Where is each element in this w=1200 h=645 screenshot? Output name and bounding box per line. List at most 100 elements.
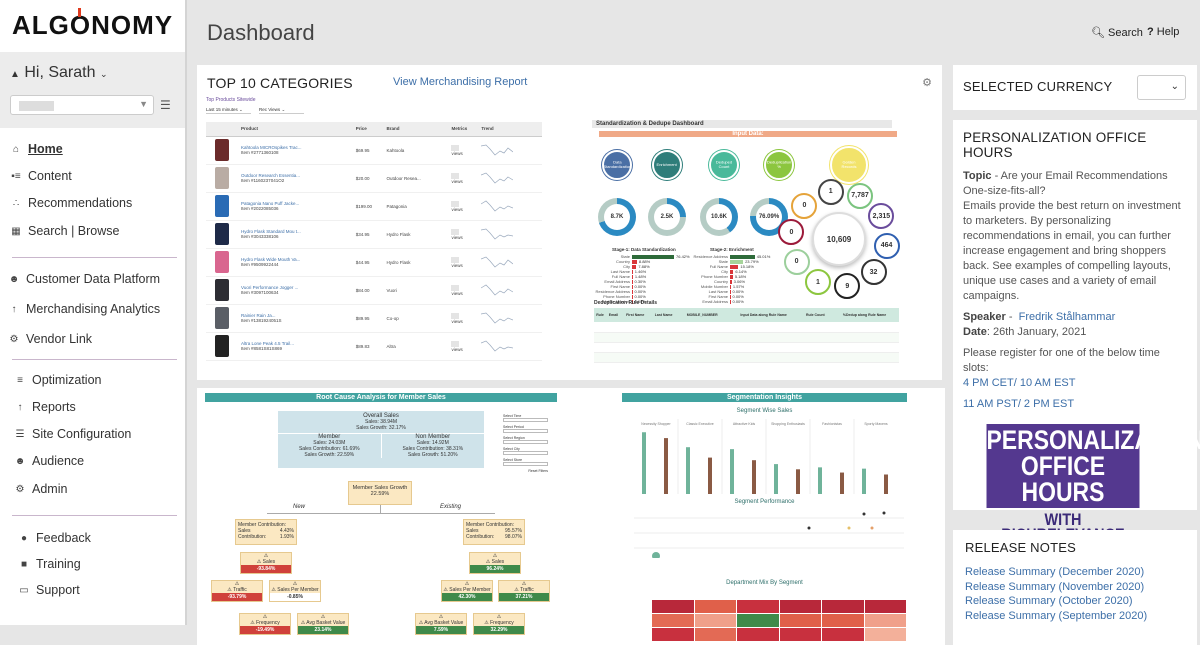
currency-card: SELECTED CURRENCY ⌄ (953, 65, 1197, 110)
trend-sparkline (481, 284, 514, 295)
help-link[interactable]: ? Help (1147, 26, 1180, 38)
stage-bar: Full Name 1.48% (611, 274, 647, 279)
hub-node: 9 (834, 273, 861, 300)
heatmap-cell (779, 628, 821, 641)
metric-unit: views (451, 234, 463, 240)
speaker-link[interactable]: Fredrik Stålhammar (1018, 311, 1116, 323)
sitemap-icon: ∴ (12, 197, 20, 209)
filter-label: Select Store (503, 458, 523, 462)
filter-select[interactable] (503, 418, 548, 422)
topic: Topic - Are your Email Recommendations O… (963, 170, 1168, 197)
brand: Altra (386, 332, 452, 361)
product-link[interactable]: Altra Lone Peak 4.5 Trail... (241, 341, 295, 346)
sales-bar (796, 469, 800, 494)
sidebar-item-recommendations[interactable]: ∴ Recommendations (10, 196, 132, 210)
rules-col: Input Data along Rule Name (740, 313, 787, 317)
sales-bar (730, 449, 734, 494)
sidebar-item-search-browse[interactable]: ▦ Search | Browse (10, 224, 119, 238)
sales-bar (664, 438, 668, 494)
point-sporty-mavens (847, 526, 851, 530)
sidebar-item-site-configuration[interactable]: ☰ Site Configuration (14, 427, 132, 441)
gear-icon[interactable]: ⚙ (922, 77, 932, 89)
product-link[interactable]: Hydro Flask Standard Mou t... (241, 229, 301, 234)
home-icon: ⌂ (12, 143, 20, 155)
slot-link-1[interactable]: 4 PM CET/ 10 AM EST (963, 377, 1076, 389)
sidebar-item-reports[interactable]: ↑ Reports (14, 400, 76, 414)
filter-select[interactable] (503, 451, 548, 455)
product-row: Kahtoola MICROspikes Trac... Item #277136… (206, 136, 542, 165)
release-summary-link[interactable]: Release Summary (November 2020) (965, 580, 1145, 593)
site-select[interactable]: ▼ (10, 95, 154, 115)
release-summary-link[interactable]: Release Summary (December 2020) (965, 566, 1145, 578)
blurred-metric (451, 284, 460, 291)
hub-node: 32 (860, 259, 887, 286)
sidebar-item-label: Audience (32, 454, 85, 468)
stage-bar: First Name 0.00% (708, 294, 744, 299)
product-link[interactable]: Hydro Flask Wide Mouth Va... (241, 257, 301, 262)
product-thumbnail (215, 223, 229, 245)
product-link[interactable]: Rainier Rain Ja... (241, 313, 276, 318)
product-link[interactable]: Patagonia Nano Puff Jacke... (241, 201, 300, 206)
algonomy-logo[interactable]: ALGONOMY (12, 10, 174, 40)
stage-bar: Country 8.88% (615, 259, 651, 264)
hub-node: 1 (817, 178, 844, 205)
heatmap-cell (694, 614, 736, 627)
stage-bar: Phone Number 5.18% (701, 274, 747, 279)
price: $84.00 (355, 276, 387, 305)
price: $44.95 (355, 248, 387, 277)
office-hours-card: PERSONALIZATION OFFICE HOURS Topic - Are… (953, 120, 1200, 543)
sidebar-item-admin[interactable]: ⚙ Admin (14, 482, 68, 496)
time-filter[interactable]: Last 15 minutes ⌄ (206, 107, 251, 114)
product-thumbnail (215, 335, 229, 357)
slot-link-2[interactable]: 11 AM PST/ 2 PM EST (963, 398, 1075, 410)
sidebar-item-home[interactable]: ⌂ Home (10, 142, 63, 156)
sidebar-item-content[interactable]: ▪≡ Content (10, 169, 71, 183)
view-merchandising-report-link[interactable]: View Merchandising Report (393, 76, 528, 88)
metric-filter[interactable]: Rec Views ⌄ (259, 107, 304, 114)
seg-title: Segmentation Insights (622, 393, 907, 402)
register-text: Please register for one of the below tim… (963, 347, 1160, 374)
product-row: Patagonia Nano Puff Jacke... Item #202208… (206, 192, 542, 221)
currency-select[interactable]: ⌄ (1137, 75, 1186, 100)
sidebar-item-customer-data-platform[interactable]: ☻ Customer Data Platform (8, 272, 160, 286)
sidebar-item-label: Optimization (32, 373, 102, 387)
sidebar-item-support[interactable]: ▭ Support (18, 583, 80, 597)
release-summary-link[interactable]: Release Summary (October 2020) (965, 595, 1133, 607)
rca-title: Root Cause Analysis for Member Sales (205, 393, 557, 402)
search-browse-icon: ▦ (11, 225, 21, 237)
product-row: Altra Lone Peak 4.5 Trail... Item #8581S8… (206, 332, 542, 361)
sidebar-item-audience[interactable]: ☻ Audience (14, 454, 84, 468)
list-icon[interactable]: ☰ (160, 98, 171, 112)
stage-bar: Residence Address 0.00% (595, 289, 646, 294)
item-id: Item #2771360108 (241, 150, 279, 155)
filter-select[interactable] (503, 462, 548, 466)
sidebar-item-optimization[interactable]: ≡ Optimization (14, 373, 101, 387)
product-link[interactable]: Vuori Performance Jogger ... (241, 285, 299, 290)
sales-bar (642, 432, 646, 494)
sidebar-item-vendor-link[interactable]: ⚙ Vendor Link (8, 332, 93, 346)
release-summary-link[interactable]: Release Summary (September 2020) (965, 609, 1148, 622)
heatmap-cell (652, 614, 694, 627)
user-menu[interactable]: ▲ Hi, Sarath ⌄ (10, 64, 108, 81)
stage-bar: City 6.14% (721, 269, 747, 274)
product-link[interactable]: Kahtoola MICROspikes Trac... (241, 145, 302, 150)
filter-select[interactable] (503, 429, 548, 433)
sidebar-item-merchandising-analytics[interactable]: ↑ Merchandising Analytics (8, 302, 161, 316)
sales-title: Segment Wise Sales (736, 408, 793, 414)
trend-sparkline (481, 200, 514, 211)
search-link[interactable]: 🔍︎ Search (1091, 27, 1143, 39)
stage-circle: Data Standardization (602, 150, 632, 180)
sidebar-item-feedback[interactable]: ● Feedback (18, 531, 91, 545)
sidebar-item-training[interactable]: ■ Training (18, 557, 81, 571)
contribution-box: Member Contribution: 95.57% Sales Contrib… (463, 519, 525, 545)
segment-label: Classic Executive (686, 422, 713, 426)
blurred-metric (451, 200, 460, 207)
office-title: PERSONALIZATION OFFICE HOURS (963, 130, 1147, 160)
reset-filters-button[interactable]: Reset Filters (528, 469, 548, 473)
filter-select[interactable] (503, 440, 548, 444)
blurred-metric (451, 256, 460, 263)
hub-node: 7,787 (847, 182, 874, 209)
sales-bar (752, 460, 756, 494)
product-link[interactable]: Outdoor Research Essentia... (241, 173, 301, 178)
